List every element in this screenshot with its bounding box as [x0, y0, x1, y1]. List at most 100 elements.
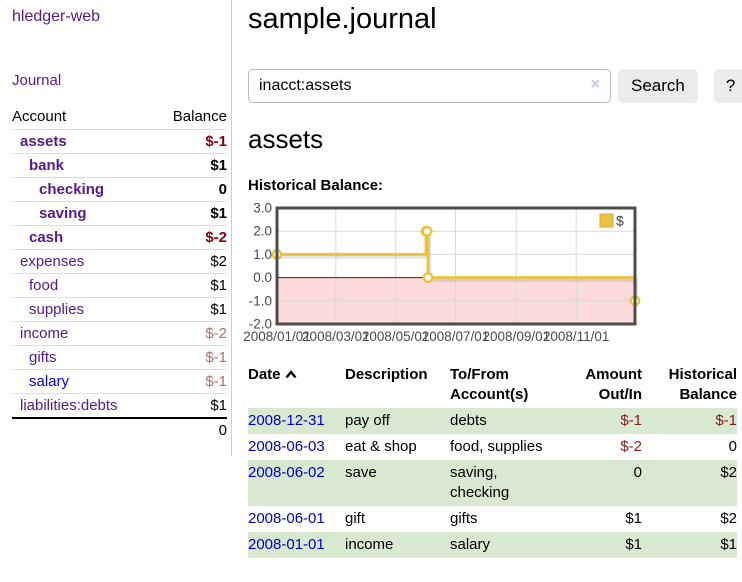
- register-column-balance: Historical Balance: [668, 366, 737, 403]
- svg-text:2008/11/01: 2008/11/01: [543, 329, 610, 344]
- svg-text:2008/07/01: 2008/07/01: [422, 329, 490, 344]
- sidebar-account-link[interactable]: salary: [29, 373, 70, 390]
- account-balance: $1: [154, 201, 227, 226]
- account-row: assets $-1: [12, 129, 227, 154]
- sidebar-account-link[interactable]: food: [29, 277, 59, 294]
- sidebar-account-link[interactable]: gifts: [29, 349, 57, 366]
- register-row: 2008-06-01 gift gifts $1 $2: [248, 506, 737, 532]
- tx-accounts: salary: [450, 536, 491, 553]
- account-balance: $-1: [154, 369, 227, 394]
- sidebar-account-link[interactable]: supplies: [29, 301, 85, 318]
- sidebar-account-link[interactable]: liabilities:debts: [20, 397, 118, 414]
- tx-date-cell: 2008-01-01: [248, 532, 345, 558]
- svg-text:2.0: 2.0: [253, 224, 272, 239]
- tx-amount: 0: [633, 464, 642, 481]
- sidebar-account-link[interactable]: saving: [39, 205, 87, 222]
- tx-amount: $1: [625, 510, 642, 527]
- search-input[interactable]: [248, 69, 611, 103]
- tx-date-cell: 2008-06-03: [248, 434, 345, 460]
- sidebar-account-link[interactable]: checking: [39, 181, 105, 198]
- account-balance: $1: [154, 297, 227, 322]
- tx-description: pay off: [345, 412, 390, 429]
- accounts-total-value: 0: [154, 417, 227, 442]
- accounts-total-row: 0: [12, 417, 227, 442]
- page-title: sample.journal: [248, 3, 437, 35]
- svg-text:-2.0: -2.0: [249, 317, 272, 332]
- tx-description: save: [345, 464, 377, 481]
- account-row: salary $-1: [12, 369, 227, 394]
- tx-balance: $2: [720, 510, 737, 527]
- account-balance: $2: [154, 249, 227, 274]
- tx-amount: $-1: [620, 412, 642, 429]
- accounts-balance-table: Account Balance assets $-1 bank $1 checking 0…: [12, 104, 227, 442]
- register-column-amount: Amount Out/In: [585, 366, 642, 403]
- tx-amount: $-2: [620, 438, 642, 455]
- account-row: income $-2: [12, 321, 227, 346]
- account-balance: $1: [154, 393, 227, 418]
- tx-amount: $1: [625, 536, 642, 553]
- tx-date-link[interactable]: 2008-01-01: [248, 536, 325, 553]
- tx-date-cell: 2008-06-01: [248, 506, 345, 532]
- account-row: cash $-2: [12, 225, 227, 250]
- account-row: food $1: [12, 273, 227, 298]
- tx-date-cell: 2008-06-02: [248, 460, 345, 506]
- tx-date-link[interactable]: 2008-12-31: [248, 412, 325, 429]
- app-title-link[interactable]: hledger-web: [12, 8, 101, 25]
- account-row: gifts $-1: [12, 345, 227, 370]
- main-content: sample.journal × Search ? assets Histori…: [243, 0, 742, 558]
- tx-accounts: food, supplies: [450, 438, 543, 455]
- svg-text:2008/09/01: 2008/09/01: [483, 329, 551, 344]
- account-row: bank $1: [12, 153, 227, 178]
- sort-ascending-icon: [285, 365, 297, 385]
- register-column-accounts: To/From Account(s): [450, 366, 529, 403]
- sidebar-account-link[interactable]: expenses: [20, 253, 85, 270]
- svg-text:1.0: 1.0: [253, 247, 272, 262]
- sidebar-item-journal[interactable]: Journal: [12, 72, 62, 89]
- tx-description: gift: [345, 510, 366, 527]
- historical-balance-chart: $3.0 2.0 1.0 0.0 -1.0 -2.02008/01/012008/03/0…: [243, 201, 641, 344]
- account-row: checking 0: [12, 177, 227, 202]
- svg-text:3.0: 3.0: [253, 201, 272, 216]
- svg-text:2008/05/01: 2008/05/01: [362, 329, 430, 344]
- svg-text:$: $: [616, 213, 624, 229]
- account-balance: $1: [154, 273, 227, 298]
- tx-description: income: [345, 536, 394, 553]
- tx-balance: $-1: [715, 412, 737, 429]
- sidebar: hledger-web Journal Account Balance asse…: [0, 0, 232, 456]
- tx-description: eat & shop: [345, 438, 417, 455]
- tx-accounts: debts: [450, 412, 487, 429]
- account-balance: $1: [154, 153, 227, 178]
- tx-accounts: saving, checking: [450, 464, 510, 501]
- account-balance: $-2: [154, 225, 227, 250]
- sidebar-account-link[interactable]: cash: [29, 229, 64, 246]
- sidebar-account-link[interactable]: bank: [29, 157, 65, 174]
- account-row: saving $1: [12, 201, 227, 226]
- balance-column-header: Balance: [172, 108, 227, 125]
- account-balance: $-2: [154, 321, 227, 346]
- register-row: 2008-01-01 income salary $1 $1: [248, 532, 737, 558]
- sidebar-account-link[interactable]: assets: [20, 133, 67, 150]
- svg-text:0.0: 0.0: [253, 270, 272, 285]
- account-balance: 0: [154, 177, 227, 202]
- clear-search-icon[interactable]: ×: [590, 76, 600, 93]
- help-button[interactable]: ?: [713, 69, 742, 103]
- sidebar-account-link[interactable]: income: [20, 325, 69, 342]
- tx-accounts: gifts: [450, 510, 478, 527]
- register-column-description: Description: [345, 366, 428, 383]
- register-column-date[interactable]: Date: [248, 362, 345, 408]
- tx-date-link[interactable]: 2008-06-01: [248, 510, 325, 527]
- tx-date-link[interactable]: 2008-06-03: [248, 438, 325, 455]
- tx-date-link[interactable]: 2008-06-02: [248, 464, 325, 481]
- account-heading: assets: [248, 124, 324, 154]
- register-row: 2008-06-03 eat & shop food, supplies $-2 0: [248, 434, 737, 460]
- account-row: supplies $1: [12, 297, 227, 322]
- search-button[interactable]: Search: [618, 69, 698, 103]
- tx-balance: 0: [728, 438, 737, 455]
- account-balance: $-1: [154, 345, 227, 370]
- svg-text:-1.0: -1.0: [249, 293, 272, 308]
- register-row: 2008-12-31 pay off debts $-1 $-1: [248, 408, 737, 434]
- tx-date-cell: 2008-12-31: [248, 408, 345, 434]
- search-form: × Search ?: [248, 69, 742, 103]
- tx-balance: $2: [720, 464, 737, 481]
- account-column-header: Account: [12, 108, 67, 125]
